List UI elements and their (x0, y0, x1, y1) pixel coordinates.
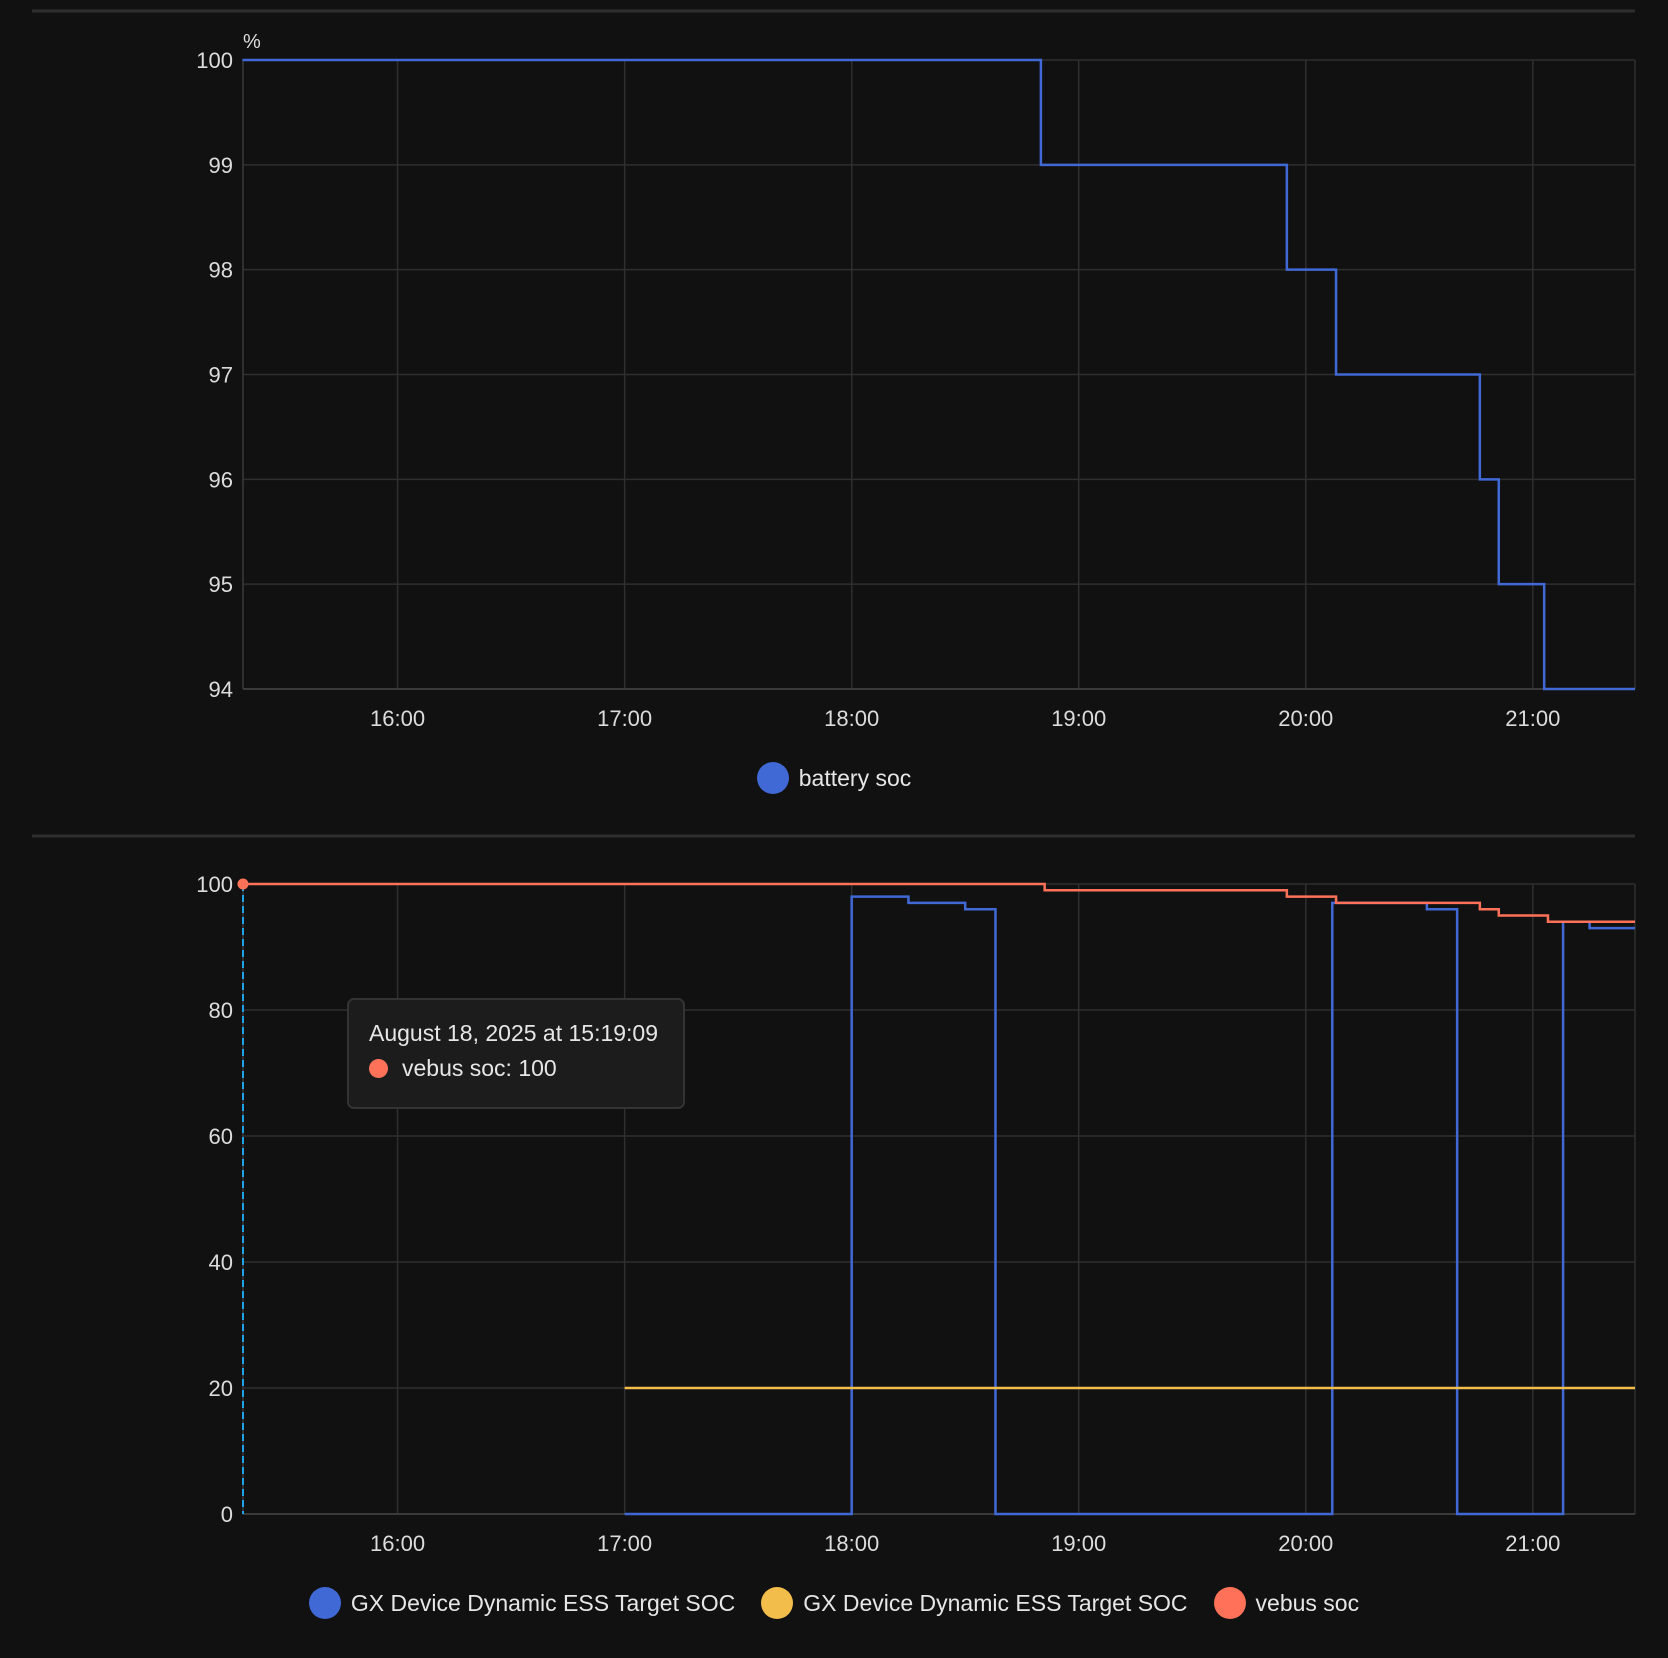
y-tick-label: 98 (209, 258, 233, 283)
y-tick-label: 0 (221, 1502, 233, 1527)
tooltip-value: vebus soc: 100 (402, 1055, 557, 1081)
x-tick-label: 20:00 (1278, 1531, 1333, 1556)
x-tick-label: 18:00 (824, 1531, 879, 1556)
legend-item-ess-target-soc-2[interactable]: GX Device Dynamic ESS Target SOC (761, 1587, 1188, 1619)
y-tick-label: 60 (209, 1124, 233, 1149)
tooltip-series-dot (369, 1059, 388, 1078)
y-tick-label: 97 (209, 363, 233, 388)
y-axis-unit: % (243, 31, 261, 53)
hover-point (237, 878, 249, 890)
x-tick-label: 19:00 (1051, 1531, 1106, 1556)
x-tick-label: 21:00 (1505, 1531, 1560, 1556)
x-tick-label: 18:00 (824, 706, 879, 731)
y-tick-label: 80 (209, 998, 233, 1023)
y-tick-label: 94 (209, 677, 233, 702)
legend-dot (756, 762, 789, 794)
legend-label: GX Device Dynamic ESS Target SOC (350, 1589, 736, 1616)
x-tick-label: 16:00 (370, 706, 425, 731)
chart-tooltip: August 18, 2025 at 15:19:09 vebus soc: 1… (347, 998, 685, 1109)
legend-dot (761, 1587, 794, 1619)
y-tick-label: 100 (196, 872, 233, 897)
x-tick-label: 20:00 (1278, 706, 1333, 731)
y-tick-label: 40 (209, 1250, 233, 1275)
legend-label: GX Device Dynamic ESS Target SOC (803, 1589, 1188, 1616)
series-line-vebus-soc (242, 882, 1635, 924)
series-line-battery-soc (242, 58, 1635, 691)
y-tick-label: 96 (209, 467, 233, 492)
y-tick-label: 95 (209, 572, 233, 597)
legend-label: vebus soc (1255, 1589, 1360, 1616)
chart1-legend: battery soc (0, 762, 1668, 794)
y-tick-label: 99 (209, 153, 233, 178)
legend-dot (308, 1587, 341, 1619)
y-tick-label: 20 (209, 1376, 233, 1401)
x-tick-label: 17:00 (597, 706, 652, 731)
legend-dot (1213, 1587, 1246, 1619)
legend-item-ess-target-soc-1[interactable]: GX Device Dynamic ESS Target SOC (308, 1587, 736, 1619)
legend-item-battery-soc[interactable]: battery soc (756, 762, 912, 794)
y-tick-label: 100 (196, 48, 233, 73)
x-tick-label: 19:00 (1051, 706, 1106, 731)
x-tick-label: 16:00 (370, 1531, 425, 1556)
legend-label: battery soc (798, 764, 912, 791)
x-tick-label: 17:00 (597, 1531, 652, 1556)
series-line-gx-device-dynamic-ess-target-soc (624, 895, 1635, 1516)
tooltip-title: August 18, 2025 at 15:19:09 (369, 1020, 659, 1046)
legend-item-vebus-soc[interactable]: vebus soc (1213, 1587, 1360, 1619)
x-tick-label: 21:00 (1505, 706, 1560, 731)
chart2-legend: GX Device Dynamic ESS Target SOC GX Devi… (0, 1587, 1668, 1619)
